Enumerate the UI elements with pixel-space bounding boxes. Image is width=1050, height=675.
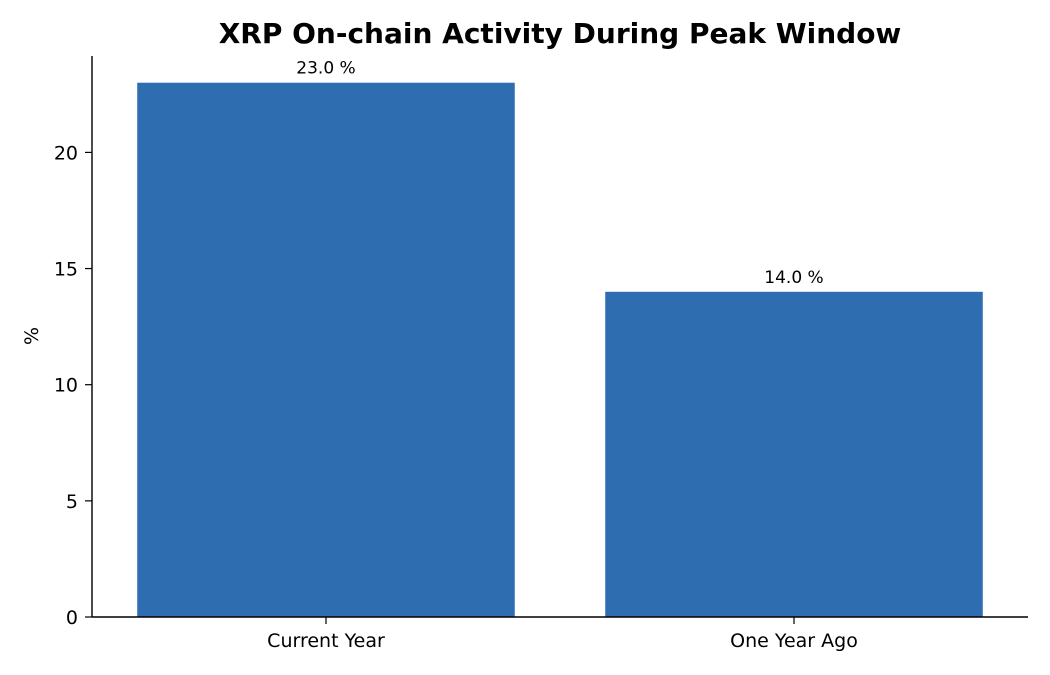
chart-title: XRP On-chain Activity During Peak Window xyxy=(219,17,902,50)
bar-2 xyxy=(605,291,983,617)
x-axis-ticks: Current Year One Year Ago xyxy=(267,617,858,652)
y-tick-label-0: 0 xyxy=(66,607,78,629)
y-axis-label: % xyxy=(21,327,43,345)
data-label-2: 14.0 % xyxy=(764,268,823,288)
data-label-1: 23.0 % xyxy=(296,59,355,79)
x-tick-label-1: Current Year xyxy=(267,630,385,652)
y-tick-label-3: 15 xyxy=(54,259,78,281)
y-tick-label-4: 20 xyxy=(54,142,78,164)
y-tick-label-1: 5 xyxy=(66,491,78,513)
bar-1 xyxy=(137,82,515,617)
bars-layer: 23.0 % 14.0 % xyxy=(137,59,983,617)
x-tick-label-2: One Year Ago xyxy=(730,630,858,652)
y-axis-ticks: 0 5 10 15 20 xyxy=(54,142,92,629)
y-tick-label-2: 10 xyxy=(54,375,78,397)
